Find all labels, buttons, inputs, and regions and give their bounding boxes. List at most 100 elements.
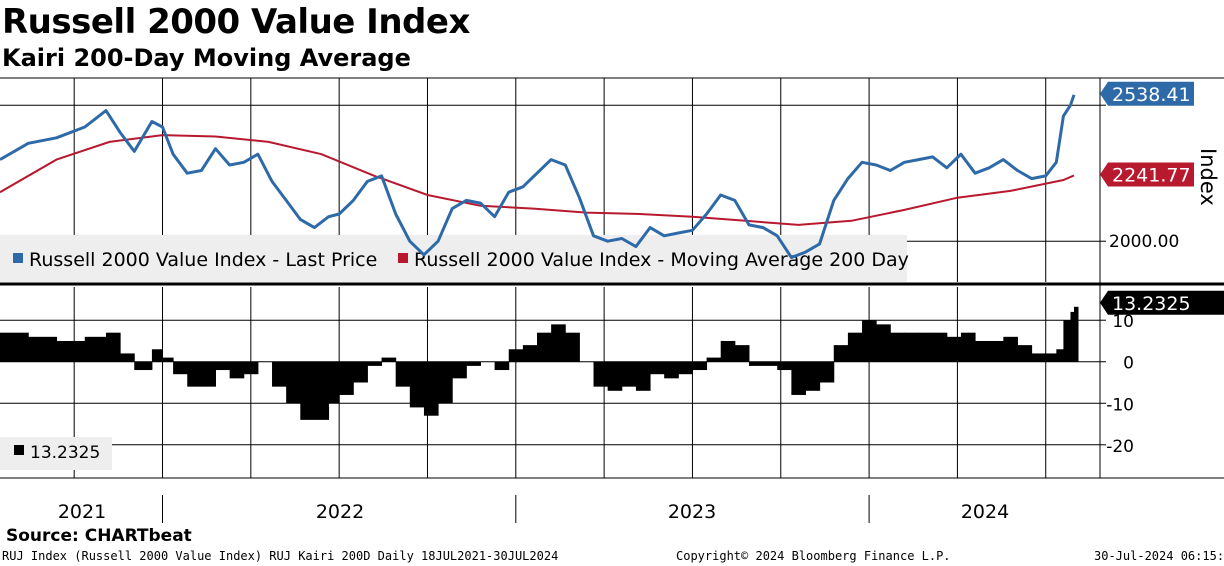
legend-swatch-price xyxy=(13,253,23,263)
kairi-bar xyxy=(565,332,580,362)
upper-panel-grid: Russell 2000 Value Index - Last Price Rus… xyxy=(0,78,1100,282)
x-tick-label: 2024 xyxy=(961,501,1009,523)
lower-panel-grid: 13.2325 xyxy=(0,287,1100,478)
kairi-bar xyxy=(173,361,188,375)
legend-swatch-ma xyxy=(398,253,408,263)
kairi-bar xyxy=(314,361,330,420)
kairi-bar xyxy=(286,361,301,404)
ma-last-tag-text: 2241.77 xyxy=(1112,164,1191,186)
kairi-bar xyxy=(664,361,679,379)
kairi-bar xyxy=(28,336,58,362)
kairi-bar xyxy=(1045,353,1057,362)
lower-tick-label: -20 xyxy=(1106,437,1134,457)
kairi-bar xyxy=(975,340,990,362)
kairi-bar xyxy=(805,361,821,391)
kairi-bar xyxy=(1031,353,1047,362)
kairi-bar xyxy=(187,361,202,387)
kairi-bar xyxy=(537,332,552,362)
source-note: Source: CHARTbeat xyxy=(6,526,192,546)
kairi-bar xyxy=(551,324,566,362)
kairi-bar xyxy=(960,332,976,362)
kairi-bar xyxy=(593,361,609,387)
legend-label-price: Russell 2000 Value Index - Last Price xyxy=(29,249,377,271)
kairi-bar xyxy=(1063,320,1071,362)
kairi-bar xyxy=(229,361,245,379)
ma-200-line xyxy=(0,134,1075,226)
kairi-bar xyxy=(932,332,948,362)
kairi-bar xyxy=(989,340,1004,362)
upper-legend-box xyxy=(0,235,907,282)
kairi-bar xyxy=(748,361,764,366)
kairi-bar xyxy=(678,361,693,375)
kairi-bar xyxy=(466,361,481,366)
kairi-bar xyxy=(243,361,259,375)
kairi-bar xyxy=(1003,336,1018,362)
kairi-bar xyxy=(720,340,736,362)
axes xyxy=(0,77,1224,523)
kairi-bar xyxy=(395,361,411,387)
upper-axis-title: Index xyxy=(1196,148,1220,206)
kairi-bar xyxy=(353,361,368,383)
footer-left: RUJ Index (Russell 2000 Value Index) RUJ… xyxy=(2,549,559,563)
kairi-bar xyxy=(635,361,651,391)
kairi-bar xyxy=(1056,349,1064,362)
upper-tick-label: 2000.00 xyxy=(1109,232,1179,252)
kairi-bar xyxy=(56,340,86,362)
kairi-bar xyxy=(134,361,153,371)
chart-subtitle: Kairi 200-Day Moving Average xyxy=(2,44,411,72)
kairi-bar xyxy=(819,361,835,383)
upper-panel-lines xyxy=(0,94,1076,259)
x-tick-label: 2023 xyxy=(668,501,716,523)
kairi-bar xyxy=(367,361,383,366)
kairi-bar xyxy=(890,332,905,362)
kairi-bar xyxy=(522,345,538,362)
kairi-bar xyxy=(508,349,524,362)
kairi-bar xyxy=(328,361,340,404)
ma-last-tag-box xyxy=(1100,162,1194,187)
kairi-bar xyxy=(763,361,778,366)
kairi-bar xyxy=(734,345,750,362)
kairi-bar xyxy=(438,361,453,404)
kairi-bar xyxy=(791,361,806,395)
price-last-tag-box xyxy=(1100,81,1194,106)
kairi-last-tag-box xyxy=(1100,290,1224,315)
kairi-bar xyxy=(162,357,174,362)
kairi-bar xyxy=(300,361,315,420)
last-price-line xyxy=(0,94,1076,259)
kairi-bars xyxy=(0,306,1079,420)
lower-tick-label: 10 xyxy=(1112,312,1134,332)
kairi-bar xyxy=(215,361,231,371)
kairi-bar xyxy=(339,361,354,395)
x-tick-label: 2021 xyxy=(58,501,106,523)
kairi-bar xyxy=(1070,311,1075,362)
kairi-bar xyxy=(272,361,287,387)
kairi-bar xyxy=(201,361,217,387)
kairi-last-tag-text: 13.2325 xyxy=(1112,293,1191,315)
kairi-bar xyxy=(607,361,623,391)
kairi-bar xyxy=(1017,345,1033,362)
kairi-bar xyxy=(847,332,863,362)
legend-label-kairi: 13.2325 xyxy=(30,443,100,463)
kairi-bar xyxy=(381,357,397,362)
kairi-bar xyxy=(105,332,121,362)
kairi-bar xyxy=(918,332,934,362)
kairi-bar xyxy=(862,320,877,362)
kairi-bar xyxy=(650,361,665,375)
kairi-bar xyxy=(84,336,107,362)
kairi-bar xyxy=(876,324,891,362)
kairi-bar xyxy=(151,349,164,362)
kairi-bar xyxy=(706,357,722,362)
price-last-tag-text: 2538.41 xyxy=(1112,84,1191,106)
lower-tick-label: 0 xyxy=(1123,354,1134,374)
kairi-bar xyxy=(621,361,637,387)
kairi-bar xyxy=(692,361,708,371)
kairi-bar xyxy=(494,361,510,371)
kairi-bar xyxy=(423,361,439,416)
legend-swatch-kairi xyxy=(14,445,24,455)
kairi-bar xyxy=(0,332,29,362)
legend-label-ma: Russell 2000 Value Index - Moving Averag… xyxy=(414,249,909,271)
x-tick-label: 2022 xyxy=(316,501,364,523)
footer-copyright: Copyright© 2024 Bloomberg Finance L.P. xyxy=(676,549,951,563)
kairi-bar xyxy=(777,361,792,371)
